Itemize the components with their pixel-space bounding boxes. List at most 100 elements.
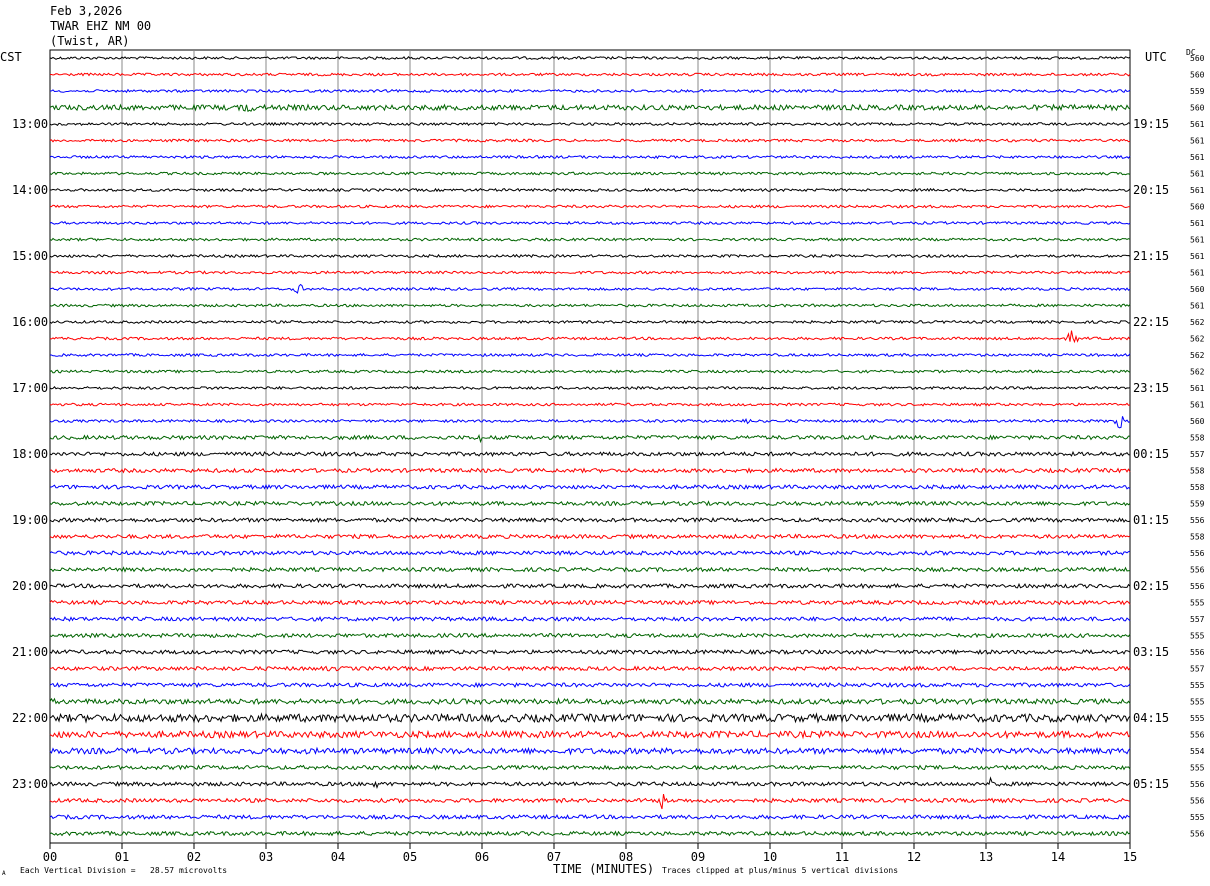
dc-offset-label: 556 (1190, 582, 1205, 591)
left-hour-label: 15:00 (12, 249, 48, 263)
dc-offset-label: 557 (1190, 615, 1205, 624)
x-tick-label: 08 (619, 850, 633, 864)
seismic-trace (49, 615, 1131, 623)
trace-group (49, 55, 1131, 837)
axis-labels: 00 01 02 03 04 05 06 07 08 09 10 11 12 13 14 15 560 560 55… (12, 54, 1205, 864)
seismic-trace (49, 665, 1131, 672)
dc-offset-label: 558 (1190, 434, 1205, 443)
x-tick-label: 14 (1051, 850, 1065, 864)
right-hour-label: 02:15 (1133, 579, 1169, 593)
dc-offset-label: 556 (1190, 648, 1205, 657)
x-tick-label: 11 (835, 850, 849, 864)
x-tick-label: 07 (547, 850, 561, 864)
seismic-trace (50, 352, 1131, 358)
seismic-trace (50, 72, 1131, 77)
footer-scale: Each Vertical Division = 28.57 microvolt… (20, 866, 228, 875)
left-timezone-label: CST (0, 50, 22, 64)
seismic-trace (49, 270, 1131, 275)
dc-offset-label: 555 (1190, 632, 1205, 641)
seismic-trace (50, 187, 1131, 193)
seismic-trace (49, 566, 1131, 573)
right-hour-label: 23:15 (1133, 381, 1169, 395)
right-hour-label: 00:15 (1133, 447, 1169, 461)
dc-offset-label: 560 (1190, 203, 1205, 212)
right-timezone-label: UTC (1145, 50, 1167, 64)
seismic-trace (49, 283, 1131, 294)
right-hour-label: 20:15 (1133, 183, 1169, 197)
seismic-trace (49, 103, 1131, 113)
plot-grid (49, 49, 1131, 849)
seismic-trace (49, 121, 1131, 127)
footer-mark: A (2, 870, 6, 877)
seismic-trace (49, 171, 1131, 176)
seismic-trace (49, 681, 1131, 689)
right-hour-label: 04:15 (1133, 711, 1169, 725)
seismic-trace (49, 776, 1131, 789)
seismic-trace (49, 369, 1131, 374)
seismic-trace (49, 330, 1131, 344)
seismic-trace (49, 599, 1131, 606)
left-hour-label: 22:00 (12, 711, 48, 725)
seismic-trace (49, 220, 1131, 226)
x-tick-label: 01 (115, 850, 129, 864)
left-hour-label: 19:00 (12, 513, 48, 527)
plot-frame (49, 49, 1131, 844)
dc-offset-label: 558 (1190, 533, 1205, 542)
dc-offset-label: 561 (1190, 384, 1205, 393)
dc-offset-label: 556 (1190, 566, 1205, 575)
dc-offset-label: 556 (1190, 516, 1205, 525)
dc-offset-label: 561 (1190, 137, 1205, 146)
dc-offset-label: 562 (1190, 351, 1205, 360)
seismic-trace (49, 830, 1131, 837)
dc-offset-label: 555 (1190, 764, 1205, 773)
seismic-trace (49, 697, 1131, 706)
right-hour-label: 21:15 (1133, 249, 1169, 263)
left-hour-label: 17:00 (12, 381, 48, 395)
dc-offset-label: 561 (1190, 236, 1205, 245)
dc-offset-label: 555 (1190, 681, 1205, 690)
left-hour-label: 13:00 (12, 117, 48, 131)
right-hour-label: 03:15 (1133, 645, 1169, 659)
right-hour-label: 05:15 (1133, 777, 1169, 791)
seismic-trace (49, 648, 1131, 656)
left-hour-label: 20:00 (12, 579, 48, 593)
dc-offset-label: 556 (1190, 830, 1205, 839)
dc-offset-label: 561 (1190, 170, 1205, 179)
dc-offset-label: 558 (1190, 483, 1205, 492)
x-tick-label: 12 (907, 850, 921, 864)
seismic-trace (49, 533, 1131, 540)
seismic-trace (49, 434, 1130, 444)
x-tick-label: 05 (403, 850, 417, 864)
seismic-trace (49, 549, 1131, 557)
dc-offset-label: 561 (1190, 269, 1205, 278)
header-station: TWAR EHZ NM 00 (50, 19, 152, 33)
seismic-trace (49, 764, 1131, 771)
header-date: Feb 3,2026 (50, 4, 123, 18)
dc-offset-label: 560 (1190, 71, 1205, 80)
seismic-trace (49, 746, 1131, 756)
dc-offset-label: 555 (1190, 714, 1205, 723)
dc-offset-label: 557 (1190, 450, 1205, 459)
x-tick-label: 02 (187, 850, 201, 864)
seismic-trace (49, 516, 1131, 524)
right-hour-label: 22:15 (1133, 315, 1169, 329)
dc-offset-label: 558 (1190, 467, 1205, 476)
seismic-trace (49, 632, 1131, 639)
dc-offset-label: 556 (1190, 780, 1205, 789)
left-hour-label: 18:00 (12, 447, 48, 461)
seismic-trace (49, 253, 1131, 259)
dc-offset-label: 560 (1190, 285, 1205, 294)
seismic-trace (49, 303, 1131, 308)
seismic-trace (49, 138, 1131, 143)
seismic-trace (50, 483, 1131, 491)
x-tick-label: 04 (331, 850, 345, 864)
x-tick-label: 10 (763, 850, 777, 864)
dc-offset-label: 561 (1190, 153, 1205, 162)
dc-offset-label: 557 (1190, 665, 1205, 674)
seismic-trace (49, 467, 1131, 474)
dc-offset-label: 561 (1190, 120, 1205, 129)
x-tick-label: 15 (1123, 850, 1137, 864)
right-hour-label: 19:15 (1133, 117, 1169, 131)
seismic-trace (49, 729, 1131, 740)
dc-offset-label: 562 (1190, 318, 1205, 327)
